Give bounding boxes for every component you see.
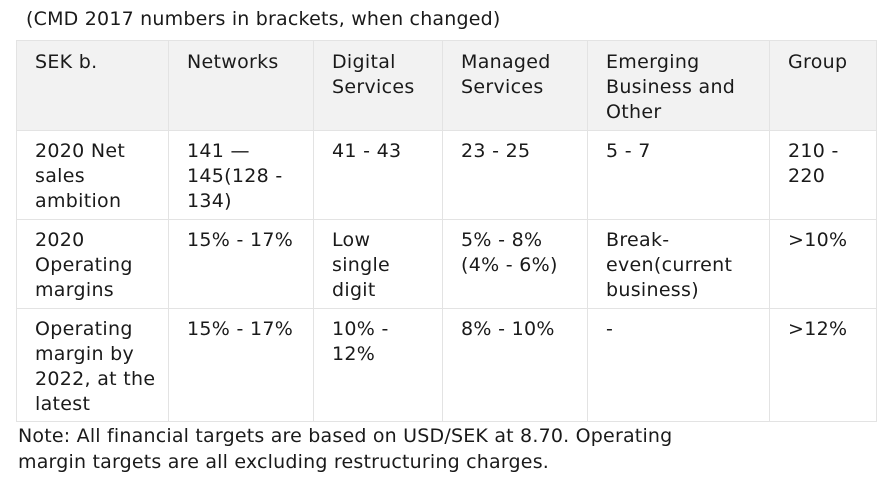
row-label: 2020 Operating margins [16,219,169,309]
emerging-business-cell: - [587,308,770,422]
header-digital-services: Digital Services [313,40,443,131]
table-row: 2020 Net sales ambition 141 — 145(128 - … [16,130,877,220]
networks-cell: 141 — 145(128 - 134) [168,130,314,220]
table-row: Operating margin by 2022, at the latest … [16,308,877,422]
header-emerging-business: Emerging Business and Other [587,40,770,131]
group-cell: >10% [769,219,877,309]
networks-cell: 15% - 17% [168,308,314,422]
table-caption: (CMD 2017 numbers in brackets, when chan… [26,8,501,30]
row-label: 2020 Net sales ambition [16,130,169,220]
digital-services-cell: Low single digit [313,219,443,309]
row-label: Operating margin by 2022, at the latest [16,308,169,422]
table-header-row: SEK b. Networks Digital Services Managed… [16,40,877,131]
group-cell: >12% [769,308,877,422]
footnote: Note: All financial targets are based on… [18,425,673,473]
header-managed-services: Managed Services [442,40,588,131]
financial-targets-table: SEK b. Networks Digital Services Managed… [16,40,877,422]
managed-services-cell: 23 - 25 [442,130,588,220]
header-group: Group [769,40,877,131]
emerging-business-cell: Break-even(current business) [587,219,770,309]
digital-services-cell: 41 - 43 [313,130,443,220]
managed-services-cell: 5% - 8%(4% - 6%) [442,219,588,309]
digital-services-cell: 10% - 12% [313,308,443,422]
header-sek-b: SEK b. [16,40,169,131]
networks-cell: 15% - 17% [168,219,314,309]
managed-services-cell: 8% - 10% [442,308,588,422]
table-row: 2020 Operating margins 15% - 17% Low sin… [16,219,877,309]
group-cell: 210 - 220 [769,130,877,220]
header-networks: Networks [168,40,314,131]
emerging-business-cell: 5 - 7 [587,130,770,220]
